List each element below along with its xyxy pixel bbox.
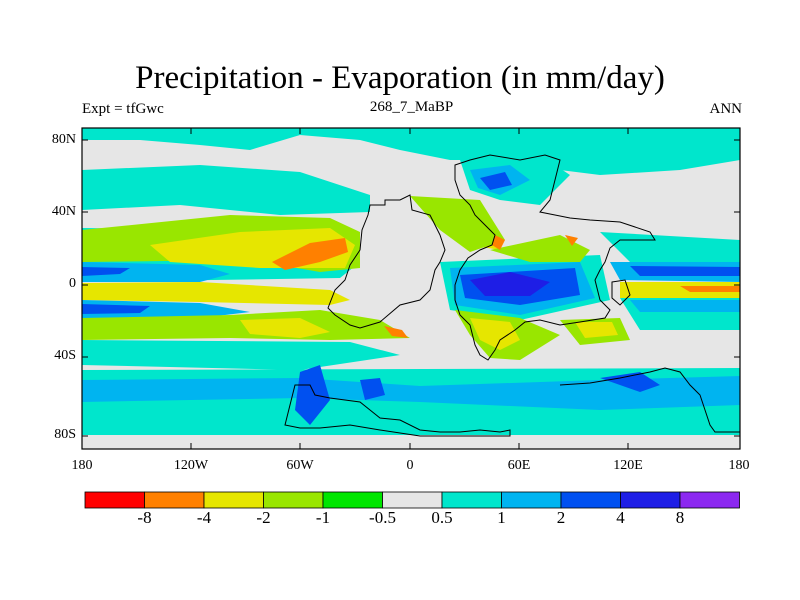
lat-label-40n: 40N [51,204,76,219]
colorbar-swatch-3 [203,491,264,509]
north-pacific-orange [272,238,348,270]
experiment-label: Expt = tfGwc [82,101,164,117]
lon-label-180e: 180 [728,458,750,473]
north-midlat-cyan [82,165,370,215]
chart-title: Precipitation - Evaporation (in mm/day) [135,60,665,96]
colorbar-label-8: 2 [556,508,566,527]
coastline-south-continents [284,384,511,437]
axis-ticks [82,128,740,449]
colorbar-swatch-6 [382,491,443,509]
lat-label-40s: 40S [54,348,76,363]
southern-africa-yellow [470,318,520,350]
map-frame [81,127,741,450]
coastline-americas [327,194,446,329]
north-atlantic-blue [480,172,512,190]
colorbar-label-1: -8 [137,508,152,527]
colorbar-swatch-4 [263,491,324,509]
colorbar-label-9: 4 [616,508,625,527]
south-pacific-yellow [240,318,330,338]
colorbar-label-4: -1 [315,508,331,527]
coastline-eurasia-africa [454,154,656,361]
east-south-yellow [575,322,618,338]
lon-label-120e: 120E [613,458,643,473]
colorbar-label-3: -2 [256,508,271,527]
colorbar-swatch-10 [620,491,681,509]
colorbar-label-7: 1 [497,508,506,527]
lon-label-180w: 180 [71,458,93,473]
lat-label-80s: 80S [54,427,76,442]
coastlines [284,154,740,437]
coastline-australia [559,367,740,433]
equator-lightblue-west [82,262,230,282]
southern-blue-patches [295,365,660,425]
north-cyan-band [82,128,740,175]
colorbar-swatch-5 [322,491,383,509]
antarctic-neutral [82,435,740,449]
asia-south-yellowgreen [490,235,590,262]
season-label: ANN [709,101,743,117]
south-equator-lightblue-west [82,300,250,318]
southern-lightblue-band [82,376,740,410]
lat-label-0: 0 [69,276,76,291]
colorbar-swatch-7 [441,491,502,509]
west-pacific-blue [630,266,740,276]
lat-label-80n: 80N [51,132,76,147]
africa-north-yellowgreen [410,196,505,252]
colorbar-swatch-9 [560,491,621,509]
lon-label-0: 0 [406,458,414,473]
lon-label-60w: 60W [286,458,314,473]
colorbar-label-6: 0.5 [431,508,453,527]
east-equator-orange [680,286,740,292]
lon-label-120w: 120W [173,458,209,473]
colorbar-label-10: 8 [675,508,685,527]
colorbar-swatch-11 [679,491,740,509]
south-equator-blue-west [82,304,150,314]
colorbar-swatch-1 [84,491,145,509]
east-south-lightblue [630,300,740,312]
contour-map [81,127,741,450]
south-pacific-orange [384,326,408,338]
asia-orange [492,235,578,250]
colorbar-label-5: -0.5 [369,508,396,527]
colorbar [84,491,740,509]
period-label: 268_7_MaBP [369,99,454,115]
south-cyan-band-west [82,340,400,370]
colorbar-swatch-8 [501,491,562,509]
indian-ocean-darkblue [470,272,550,296]
equator-blue-west [82,267,130,276]
colorbar-swatch-2 [144,491,205,509]
colorbar-label-2: -4 [196,508,212,527]
equator-yellow-west [82,282,350,305]
lon-label-60e: 60E [507,458,531,473]
coastline-small-island [611,279,631,306]
